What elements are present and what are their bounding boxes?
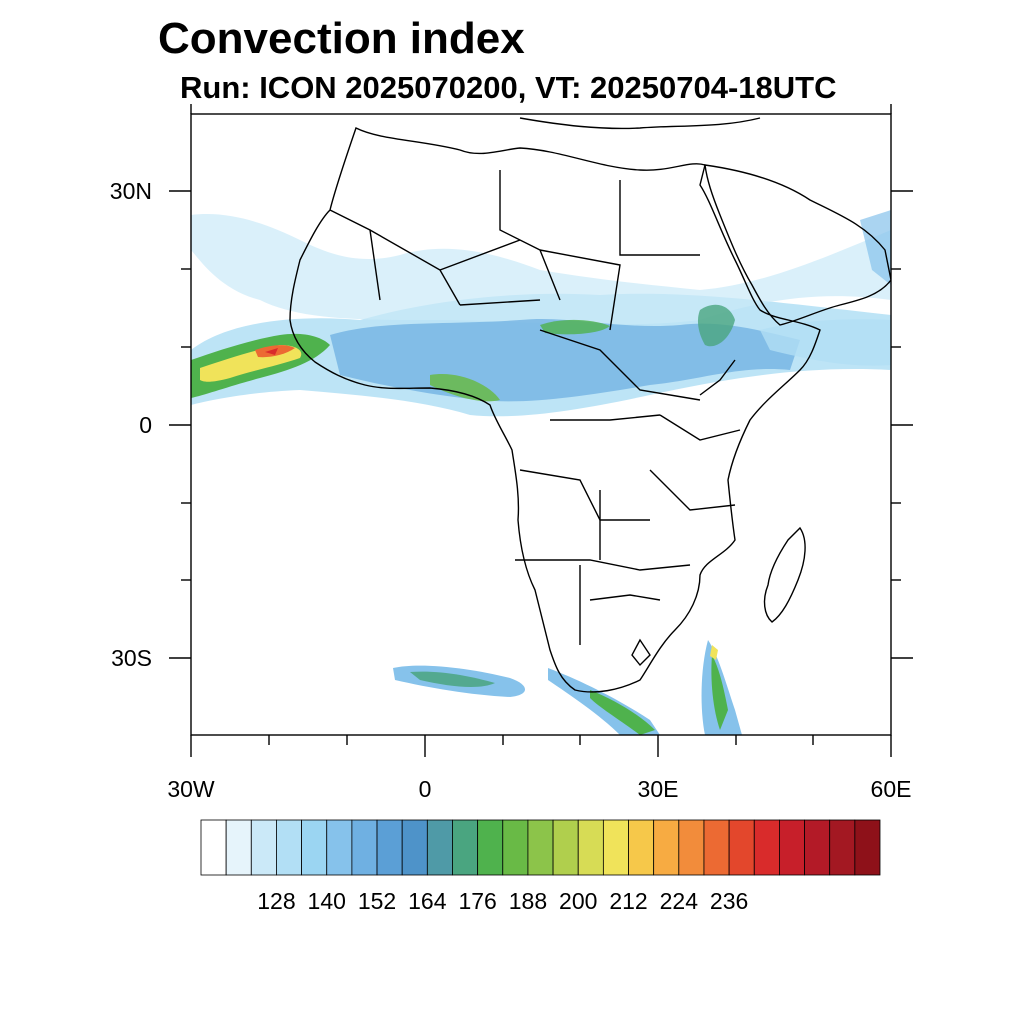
lat-label-30s: 30S: [111, 645, 152, 671]
colorbar-tick-label: 224: [659, 888, 698, 914]
colorbar-swatch: [376, 819, 403, 876]
colorbar-swatch: [200, 819, 227, 876]
colorbar-swatch: [477, 819, 504, 876]
colorbar-swatch: [351, 819, 378, 876]
colorbar-tick-label: 128: [257, 888, 296, 914]
colorbar-swatch: [779, 819, 805, 876]
plot-frame: [190, 113, 892, 736]
lon-label-30e: 30E: [637, 776, 679, 802]
colorbar-tick-label: 188: [508, 888, 548, 914]
colorbar-swatch: [678, 819, 705, 876]
colorbar-swatch: [653, 819, 680, 876]
lon-label-0: 0: [418, 776, 432, 802]
colorbar-tick-label: 164: [408, 888, 447, 914]
colorbar-swatch: [804, 819, 831, 876]
colorbar-swatch: [552, 819, 579, 876]
colorbar-tick-label: 152: [357, 888, 397, 914]
colorbar-swatch: [276, 819, 302, 876]
colorbar-swatch: [628, 819, 655, 876]
colorbar-swatch: [225, 819, 252, 876]
colorbar-tick-label: 176: [458, 888, 497, 914]
colorbar-tick-label: 200: [559, 888, 598, 914]
colorbar-swatch: [301, 819, 328, 876]
colorbar-swatch: [250, 819, 277, 876]
colorbar-tick-label: 140: [307, 888, 346, 914]
axis-ticks: [169, 104, 913, 757]
colorbar-swatch: [703, 819, 730, 876]
colorbar: [200, 819, 881, 876]
lon-label-60e: 60E: [870, 776, 912, 802]
colorbar-swatch: [452, 819, 479, 876]
map-subtitle: Run: ICON 2025070200, VT: 20250704-18UTC: [180, 70, 837, 105]
colorbar-tick-label: 212: [609, 888, 648, 914]
colorbar-swatch: [426, 819, 453, 876]
lon-label-30w: 30W: [167, 776, 215, 802]
colorbar-swatch: [753, 819, 780, 876]
colorbar-swatch: [527, 819, 554, 876]
colorbar-swatch: [602, 819, 629, 876]
lat-label-30n: 30N: [109, 178, 152, 204]
convection-field: [191, 210, 891, 735]
colorbar-swatch: [829, 819, 856, 876]
colorbar-swatch: [326, 819, 353, 876]
colorbar-swatch: [728, 819, 755, 876]
colorbar-tick-label: 236: [709, 888, 749, 914]
coastlines: [289, 117, 891, 693]
map-title: Convection index: [158, 14, 525, 63]
colorbar-swatch: [401, 819, 428, 876]
colorbar-swatch: [502, 819, 529, 876]
colorbar-swatch: [854, 819, 881, 876]
colorbar-swatch: [577, 819, 604, 876]
lat-label-0: 0: [139, 412, 152, 438]
